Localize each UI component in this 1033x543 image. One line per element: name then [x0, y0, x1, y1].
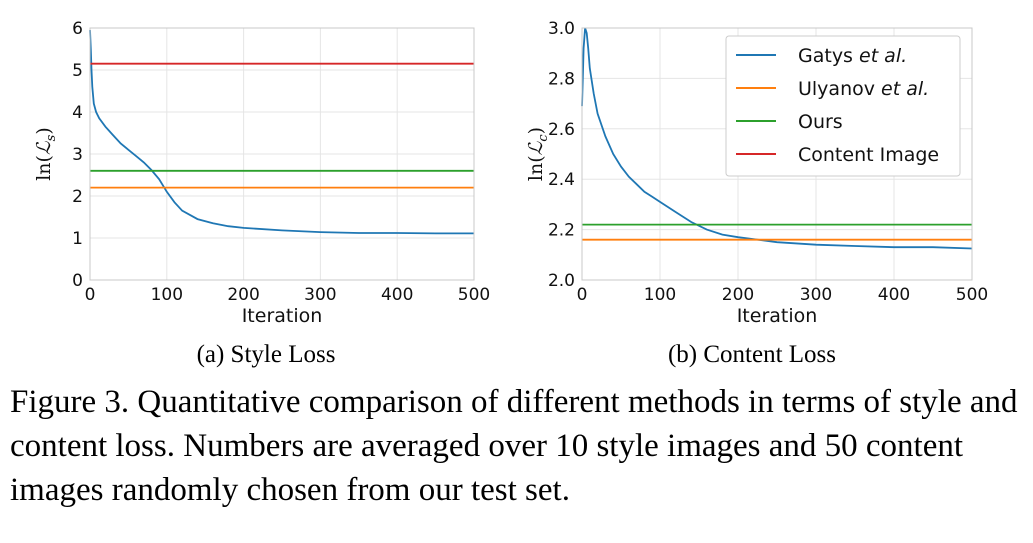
- content-loss-y-tick-label: 2.0: [548, 271, 575, 291]
- legend-label: Gatys et al.: [798, 45, 907, 67]
- content-loss-y-tick-label: 2.4: [548, 170, 575, 190]
- content-loss-chart: 0 100 200 300 400 500 2.0 2.2 2.4 2.6 2.8 3.0 Iter…: [525, 19, 988, 368]
- style-loss-plot-frame: [89, 27, 475, 281]
- legend-box: [725, 35, 961, 177]
- content-loss-x-tick-label: 0: [577, 285, 588, 305]
- content-loss-x-tick-label: 100: [644, 285, 676, 305]
- content-loss-subcaption: (b) Content Loss: [668, 341, 836, 368]
- style-loss-chart: 0 100 200 300 400 500 0 1 2 3 4 5 6 Iteration ln(ℒs…: [33, 19, 490, 368]
- figure-canvas: 0 100 200 300 400 500 0 1 2 3 4 5 6 Iteration ln(ℒs…: [33, 19, 988, 368]
- content-loss-y-tick-label: 2.6: [548, 120, 575, 140]
- legend-label: Ulyanov et al.: [798, 78, 929, 100]
- style-loss-y-tick-label: 2: [72, 187, 83, 207]
- content-loss-legend: Gatys et al. Ulyanov et al. Ours Content Im…: [725, 35, 961, 177]
- style-loss-x-ticks: 0 100 200 300 400 500: [85, 285, 491, 305]
- style-loss-y-ticks: 0 1 2 3 4 5 6: [72, 19, 83, 291]
- style-loss-y-tick-label: 0: [72, 271, 83, 291]
- content-loss-plot-frame: [581, 27, 973, 281]
- style-loss-y-tick-label: 1: [72, 229, 83, 249]
- content-loss-x-ticks: 0 100 200 300 400 500: [577, 285, 989, 305]
- style-loss-x-tick-label: 200: [227, 285, 259, 305]
- style-loss-subcaption: (a) Style Loss: [197, 341, 336, 368]
- style-loss-x-axis-title: Iteration: [242, 305, 323, 327]
- style-loss-x-tick-label: 0: [85, 285, 96, 305]
- style-loss-y-axis-title: ln(ℒs): [33, 127, 59, 181]
- figure-caption: Figure 3. Quantitative comparison of dif…: [10, 384, 1018, 508]
- content-loss-x-tick-label: 500: [956, 285, 988, 305]
- content-loss-x-tick-label: 300: [800, 285, 832, 305]
- style-loss-x-tick-label: 300: [304, 285, 336, 305]
- content-loss-y-axis-title: ln(ℒc): [525, 127, 551, 181]
- content-loss-x-axis-title: Iteration: [737, 305, 818, 327]
- style-loss-x-tick-label: 400: [381, 285, 413, 305]
- content-loss-y-tick-label: 2.2: [548, 221, 575, 241]
- style-loss-series-gatys-et-al: [89, 30, 474, 235]
- style-loss-y-tick-label: 4: [72, 103, 83, 123]
- content-loss-series-gatys-et-al: [581, 27, 973, 250]
- content-loss-y-tick-label: 3.0: [548, 19, 575, 39]
- style-loss-y-tick-label: 6: [72, 19, 83, 39]
- content-loss-y-tick-label: 2.8: [548, 69, 575, 89]
- content-loss-series: [581, 27, 973, 250]
- legend-label: Content Image: [798, 144, 939, 166]
- legend-label: Ours: [798, 111, 843, 133]
- content-loss-x-tick-label: 400: [878, 285, 910, 305]
- style-loss-y-tick-label: 5: [72, 61, 83, 81]
- content-loss-y-ticks: 2.0 2.2 2.4 2.6 2.8 3.0: [548, 19, 575, 291]
- style-loss-grid: [89, 27, 475, 281]
- style-loss-series: [89, 30, 474, 235]
- style-loss-x-tick-label: 100: [151, 285, 183, 305]
- style-loss-x-tick-label: 500: [458, 285, 490, 305]
- style-loss-y-tick-label: 3: [72, 145, 83, 165]
- content-loss-x-tick-label: 200: [722, 285, 754, 305]
